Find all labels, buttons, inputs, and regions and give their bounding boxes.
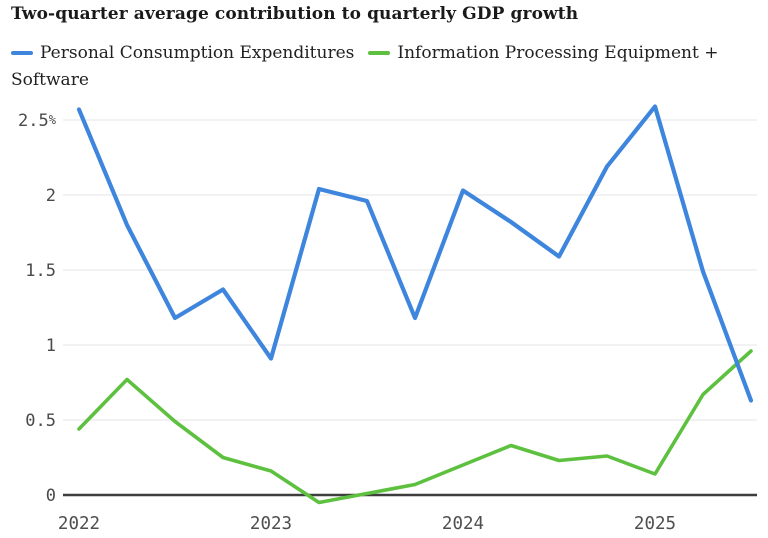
- y-tick-label: 1: [46, 336, 56, 356]
- y-tick-label: 2: [46, 186, 56, 206]
- x-tick-label: 2024: [442, 514, 484, 534]
- legend-label-pce: Personal Consumption Expenditures: [40, 43, 355, 63]
- x-tick-label: 2025: [634, 514, 676, 534]
- y-tick-label: 1.5: [25, 261, 56, 281]
- legend: Personal Consumption Expenditures Informa…: [11, 40, 757, 94]
- x-tick-label: 2022: [58, 514, 100, 534]
- x-tick-label: 2023: [250, 514, 292, 534]
- legend-item-ipe: Information Processing Equipment + Softwa…: [11, 43, 757, 94]
- legend-item-pce: Personal Consumption Expenditures: [11, 43, 354, 63]
- ipe-line: [77, 349, 753, 505]
- y-tick-label: 2.5%: [18, 111, 57, 131]
- pce-line: [76, 104, 754, 403]
- legend-label-ipe-line2: Software: [11, 70, 89, 90]
- ipe-line-swatch-icon: [368, 50, 391, 55]
- pce-line-swatch-icon: [11, 50, 33, 55]
- y-tick-label: 0: [46, 486, 56, 506]
- y-tick-label: 0.5: [25, 411, 56, 431]
- legend-label-ipe-line1: Information Processing Equipment +: [397, 43, 719, 63]
- chart-title: Two-quarter average contribution to quar…: [11, 4, 579, 24]
